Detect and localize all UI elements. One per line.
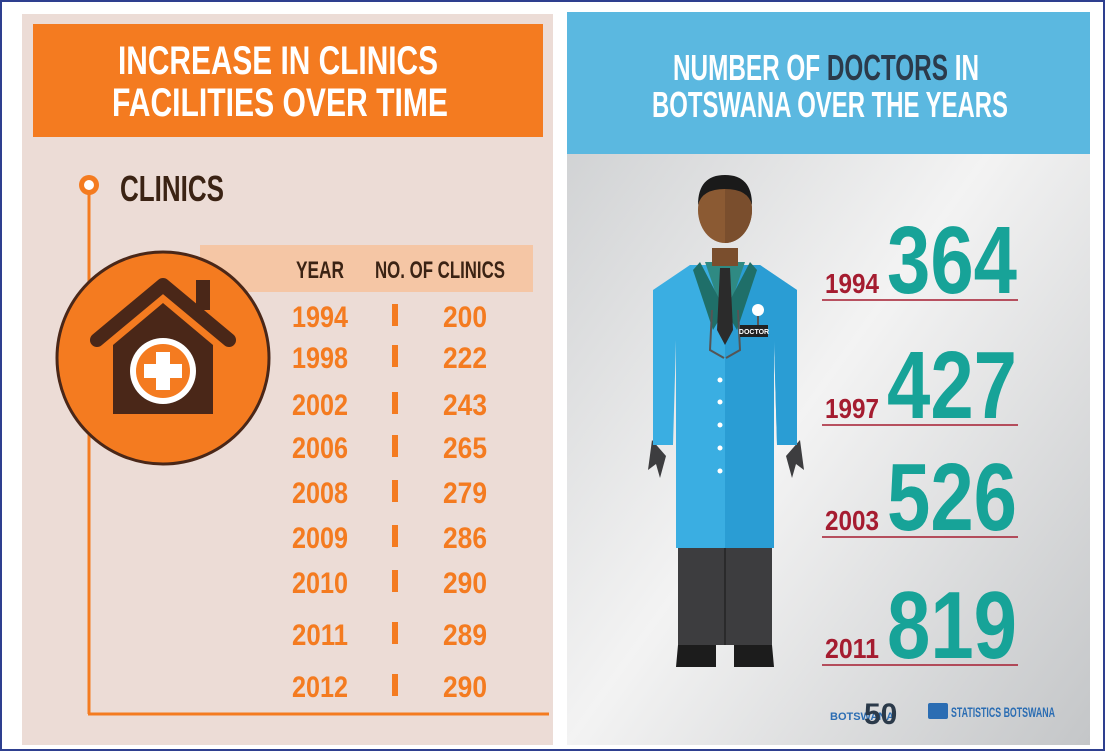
left-header [33, 24, 543, 137]
separator [392, 345, 398, 367]
table-body: 1994 200 1998 222 2002 243 2006 265 2008 279 2009 2… [292, 301, 487, 704]
separator [392, 304, 398, 326]
year: 1998 [292, 342, 348, 375]
separator [392, 525, 398, 547]
clinic-count: 265 [443, 432, 487, 465]
doctor-figure [648, 175, 804, 667]
clinic-count: 222 [443, 342, 487, 375]
doctor-count: 364 [887, 207, 1017, 314]
table-header-band [200, 245, 533, 292]
clinic-count: 289 [443, 619, 487, 652]
right-header [567, 12, 1090, 154]
table-header: YEAR [296, 257, 344, 284]
title-part: IN [955, 47, 979, 88]
title-highlight: DOCTORS [827, 47, 948, 88]
doctor-year: 1994 [825, 268, 879, 299]
left-title: FACILITIES OVER TIME [112, 81, 448, 125]
separator [392, 622, 398, 644]
section-label: CLINICS [120, 168, 224, 209]
doctor-year: 2003 [825, 505, 879, 536]
house-chimney [196, 280, 210, 310]
logo-number: 50 [864, 698, 897, 731]
doctor-count: 526 [887, 444, 1017, 551]
marker [84, 180, 94, 190]
logo-icon [928, 703, 948, 719]
doctor-count: 819 [887, 572, 1017, 679]
clinic-count: 290 [443, 671, 487, 704]
separator [392, 480, 398, 502]
year: 2012 [292, 671, 348, 704]
logo-text: BOTSWANA [830, 711, 894, 723]
clinic-count: 279 [443, 477, 487, 510]
right-title: NUMBER OF DOCTORS IN [673, 47, 979, 88]
logo-text: STATISTICS BOTSWANA [951, 704, 1055, 720]
left-title: INCREASE IN CLINICS [118, 39, 438, 83]
separator [392, 392, 398, 414]
year: 2010 [292, 567, 348, 600]
separator [392, 674, 398, 696]
separator [392, 435, 398, 457]
clinic-count: 290 [443, 567, 487, 600]
year: 1994 [292, 301, 348, 334]
separator [392, 570, 398, 592]
doctor-list: 1994 364 1997 427 2003 526 2011 819 [822, 207, 1018, 679]
year: 2008 [292, 477, 348, 510]
doctor-year: 2011 [825, 633, 879, 664]
house-cross [144, 352, 182, 390]
doctor-year: 1997 [825, 393, 879, 424]
clinic-count: 200 [443, 301, 487, 334]
clinic-count: 286 [443, 522, 487, 555]
year: 2009 [292, 522, 348, 555]
clinic-count: 243 [443, 389, 487, 422]
doctor-count: 427 [887, 332, 1017, 439]
right-title: BOTSWANA OVER THE YEARS [652, 84, 1008, 125]
year: 2011 [292, 619, 348, 652]
doctor-badge: DOCTOR [739, 329, 769, 336]
house-roof [90, 278, 236, 347]
table-header: NO. OF CLINICS [375, 257, 505, 284]
year: 2006 [292, 432, 348, 465]
year: 2002 [292, 389, 348, 422]
title-part: NUMBER OF [673, 47, 820, 88]
